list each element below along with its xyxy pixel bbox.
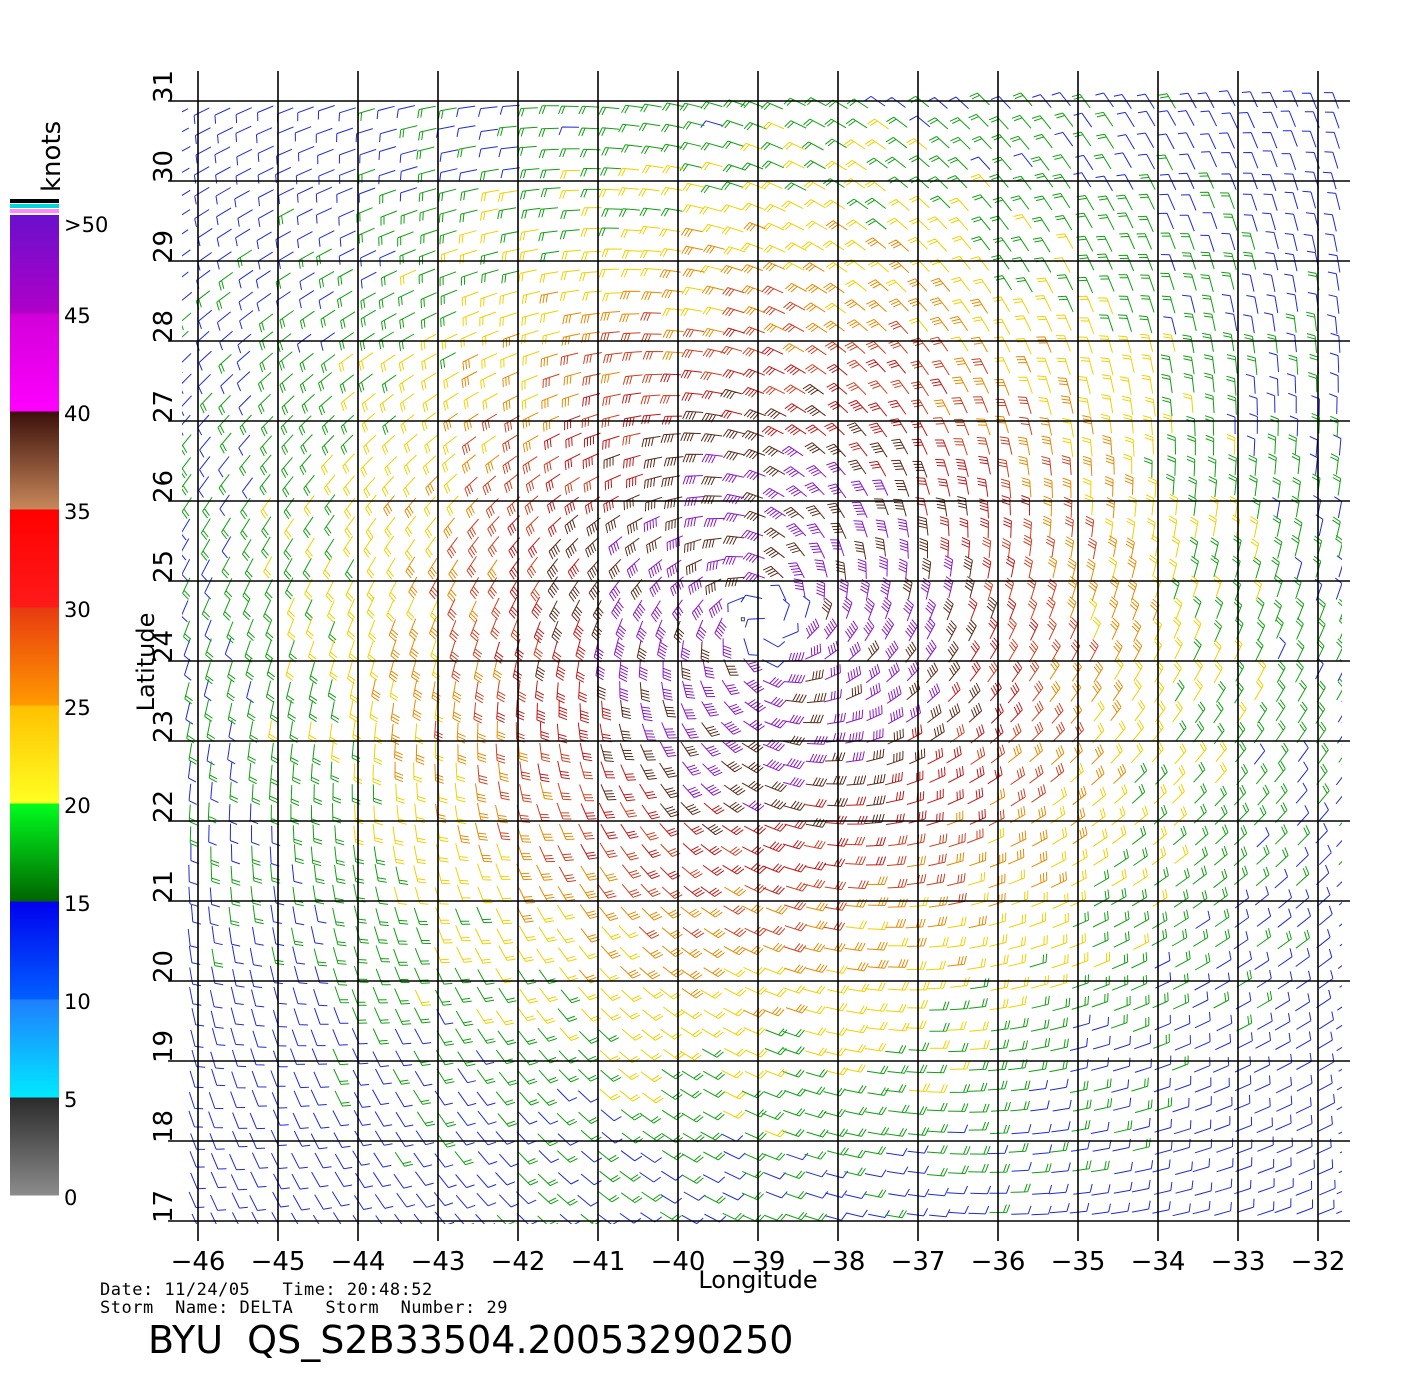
- latitude-tick-label: 23: [149, 710, 179, 743]
- speed-colorbar: 0 5 10 15 20 25 30 35 40 45 >50 knots: [10, 121, 108, 1210]
- longitude-tick-labels: −46 −45 −44 −43 −42 −41 −40 −39 −38 −37 −36 −35 −34−…: [171, 1247, 1346, 1277]
- latitude-tick-label: 25: [149, 550, 179, 583]
- latitude-tick-label: 28: [149, 310, 179, 343]
- colorbar-band-0-5: [10, 1097, 59, 1196]
- longitude-tick-label: −32: [1291, 1247, 1346, 1277]
- colorbar-unit-label: knots: [37, 121, 67, 192]
- longitude-tick-label: −37: [891, 1247, 946, 1277]
- colorbar-tick-label: 30: [64, 598, 91, 622]
- colorbar-band-5-10: [10, 999, 59, 1098]
- colorbar-labels: 0 5 10 15 20 25 30 35 40 45 >50: [64, 213, 108, 1210]
- wind-barb-group: [429, 285, 1099, 953]
- longitude-tick-label: −44: [331, 1247, 386, 1277]
- wind-barb-group: [494, 327, 1039, 898]
- colorbar-tick-label: 15: [64, 892, 91, 916]
- colorbar-tick-label: 35: [64, 500, 91, 524]
- colorbar-top-stripe: [10, 204, 59, 208]
- longitude-tick-label: −43: [411, 1247, 466, 1277]
- longitude-tick-label: −34: [1131, 1247, 1186, 1277]
- colorbar-band-40-45: [10, 313, 59, 412]
- colorbar-tick-label: 25: [64, 696, 91, 720]
- latitude-tick-label: 22: [149, 790, 179, 823]
- latitude-tick-label: 17: [149, 1190, 179, 1223]
- latitude-tick-label: 20: [149, 950, 179, 983]
- storm-name-line: Storm Name: DELTA Storm Number: 29: [100, 1298, 508, 1318]
- y-axis-title: Latitude: [132, 613, 160, 712]
- longitude-tick-label: −40: [651, 1247, 706, 1277]
- longitude-tick-label: −38: [811, 1247, 866, 1277]
- latitude-tick-label: 18: [149, 1110, 179, 1143]
- latitude-tick-label: 24: [149, 630, 179, 663]
- colorbar-tick-label: 40: [64, 402, 91, 426]
- latitude-tick-label: 31: [149, 70, 179, 103]
- colorbar-band-45-50: [10, 215, 59, 314]
- longitude-tick-label: −39: [731, 1247, 786, 1277]
- colorbar-band-10-15: [10, 901, 59, 1000]
- colorbar-band-30-35: [10, 509, 59, 608]
- wind-barb-group: [740, 617, 745, 622]
- latitude-tick-label: 30: [149, 150, 179, 183]
- wind-barb-group: [182, 92, 1342, 1224]
- colorbar-top-stripe: [10, 209, 59, 213]
- colorbar-tick-label: >50: [64, 213, 108, 237]
- longitude-tick-label: −33: [1211, 1247, 1266, 1277]
- wind-barbs: [182, 90, 1342, 1224]
- colorbar-band-15-20: [10, 803, 59, 902]
- longitude-tick-label: −36: [971, 1247, 1026, 1277]
- colorbar-tick-label: 5: [64, 1088, 77, 1112]
- colorbar-band-20-25: [10, 705, 59, 804]
- colorbar-tick-label: 0: [64, 1186, 77, 1210]
- colorbar-top-stripe: [10, 199, 59, 203]
- latitude-tick-label: 19: [149, 1030, 179, 1063]
- wind-barb-group: [371, 220, 1160, 1018]
- longitude-tick-label: −42: [491, 1247, 546, 1277]
- colorbar-tick-label: 20: [64, 794, 91, 818]
- wind-barb-group: [182, 90, 1342, 1224]
- longitude-tick-label: −41: [571, 1247, 626, 1277]
- latitude-tick-label: 29: [149, 230, 179, 263]
- longitude-tick-label: −45: [251, 1247, 306, 1277]
- colorbar-tick-label: 45: [64, 304, 91, 328]
- wind-barb-group: [260, 118, 1267, 1138]
- wind-barb-group: [535, 383, 998, 836]
- longitude-tick-label: −46: [171, 1247, 226, 1277]
- latitude-tick-label: 21: [149, 870, 179, 903]
- colorbar-band-35-40: [10, 411, 59, 510]
- longitude-tick-label: −35: [1051, 1247, 1106, 1277]
- colorbar-band-25-30: [10, 607, 59, 706]
- latitude-tick-label: 27: [149, 390, 179, 423]
- latitude-tick-label: 26: [149, 470, 179, 503]
- latitude-tick-labels: 17 18 19 20 21 22 23 24 25 26 27 28 29 30 31: [149, 70, 179, 1223]
- colorbar-tick-label: 10: [64, 990, 91, 1014]
- product-id-title: BYU QS_S2B33504.20053290250: [148, 1318, 794, 1362]
- date-time-line: Date: 11/24/05 Time: 20:48:52: [100, 1280, 433, 1300]
- lat-lon-grid: [168, 71, 1350, 1241]
- wind-barb-group: [593, 445, 954, 812]
- x-axis-title: Longitude: [698, 1266, 817, 1294]
- colorbar-bands: [10, 199, 59, 1196]
